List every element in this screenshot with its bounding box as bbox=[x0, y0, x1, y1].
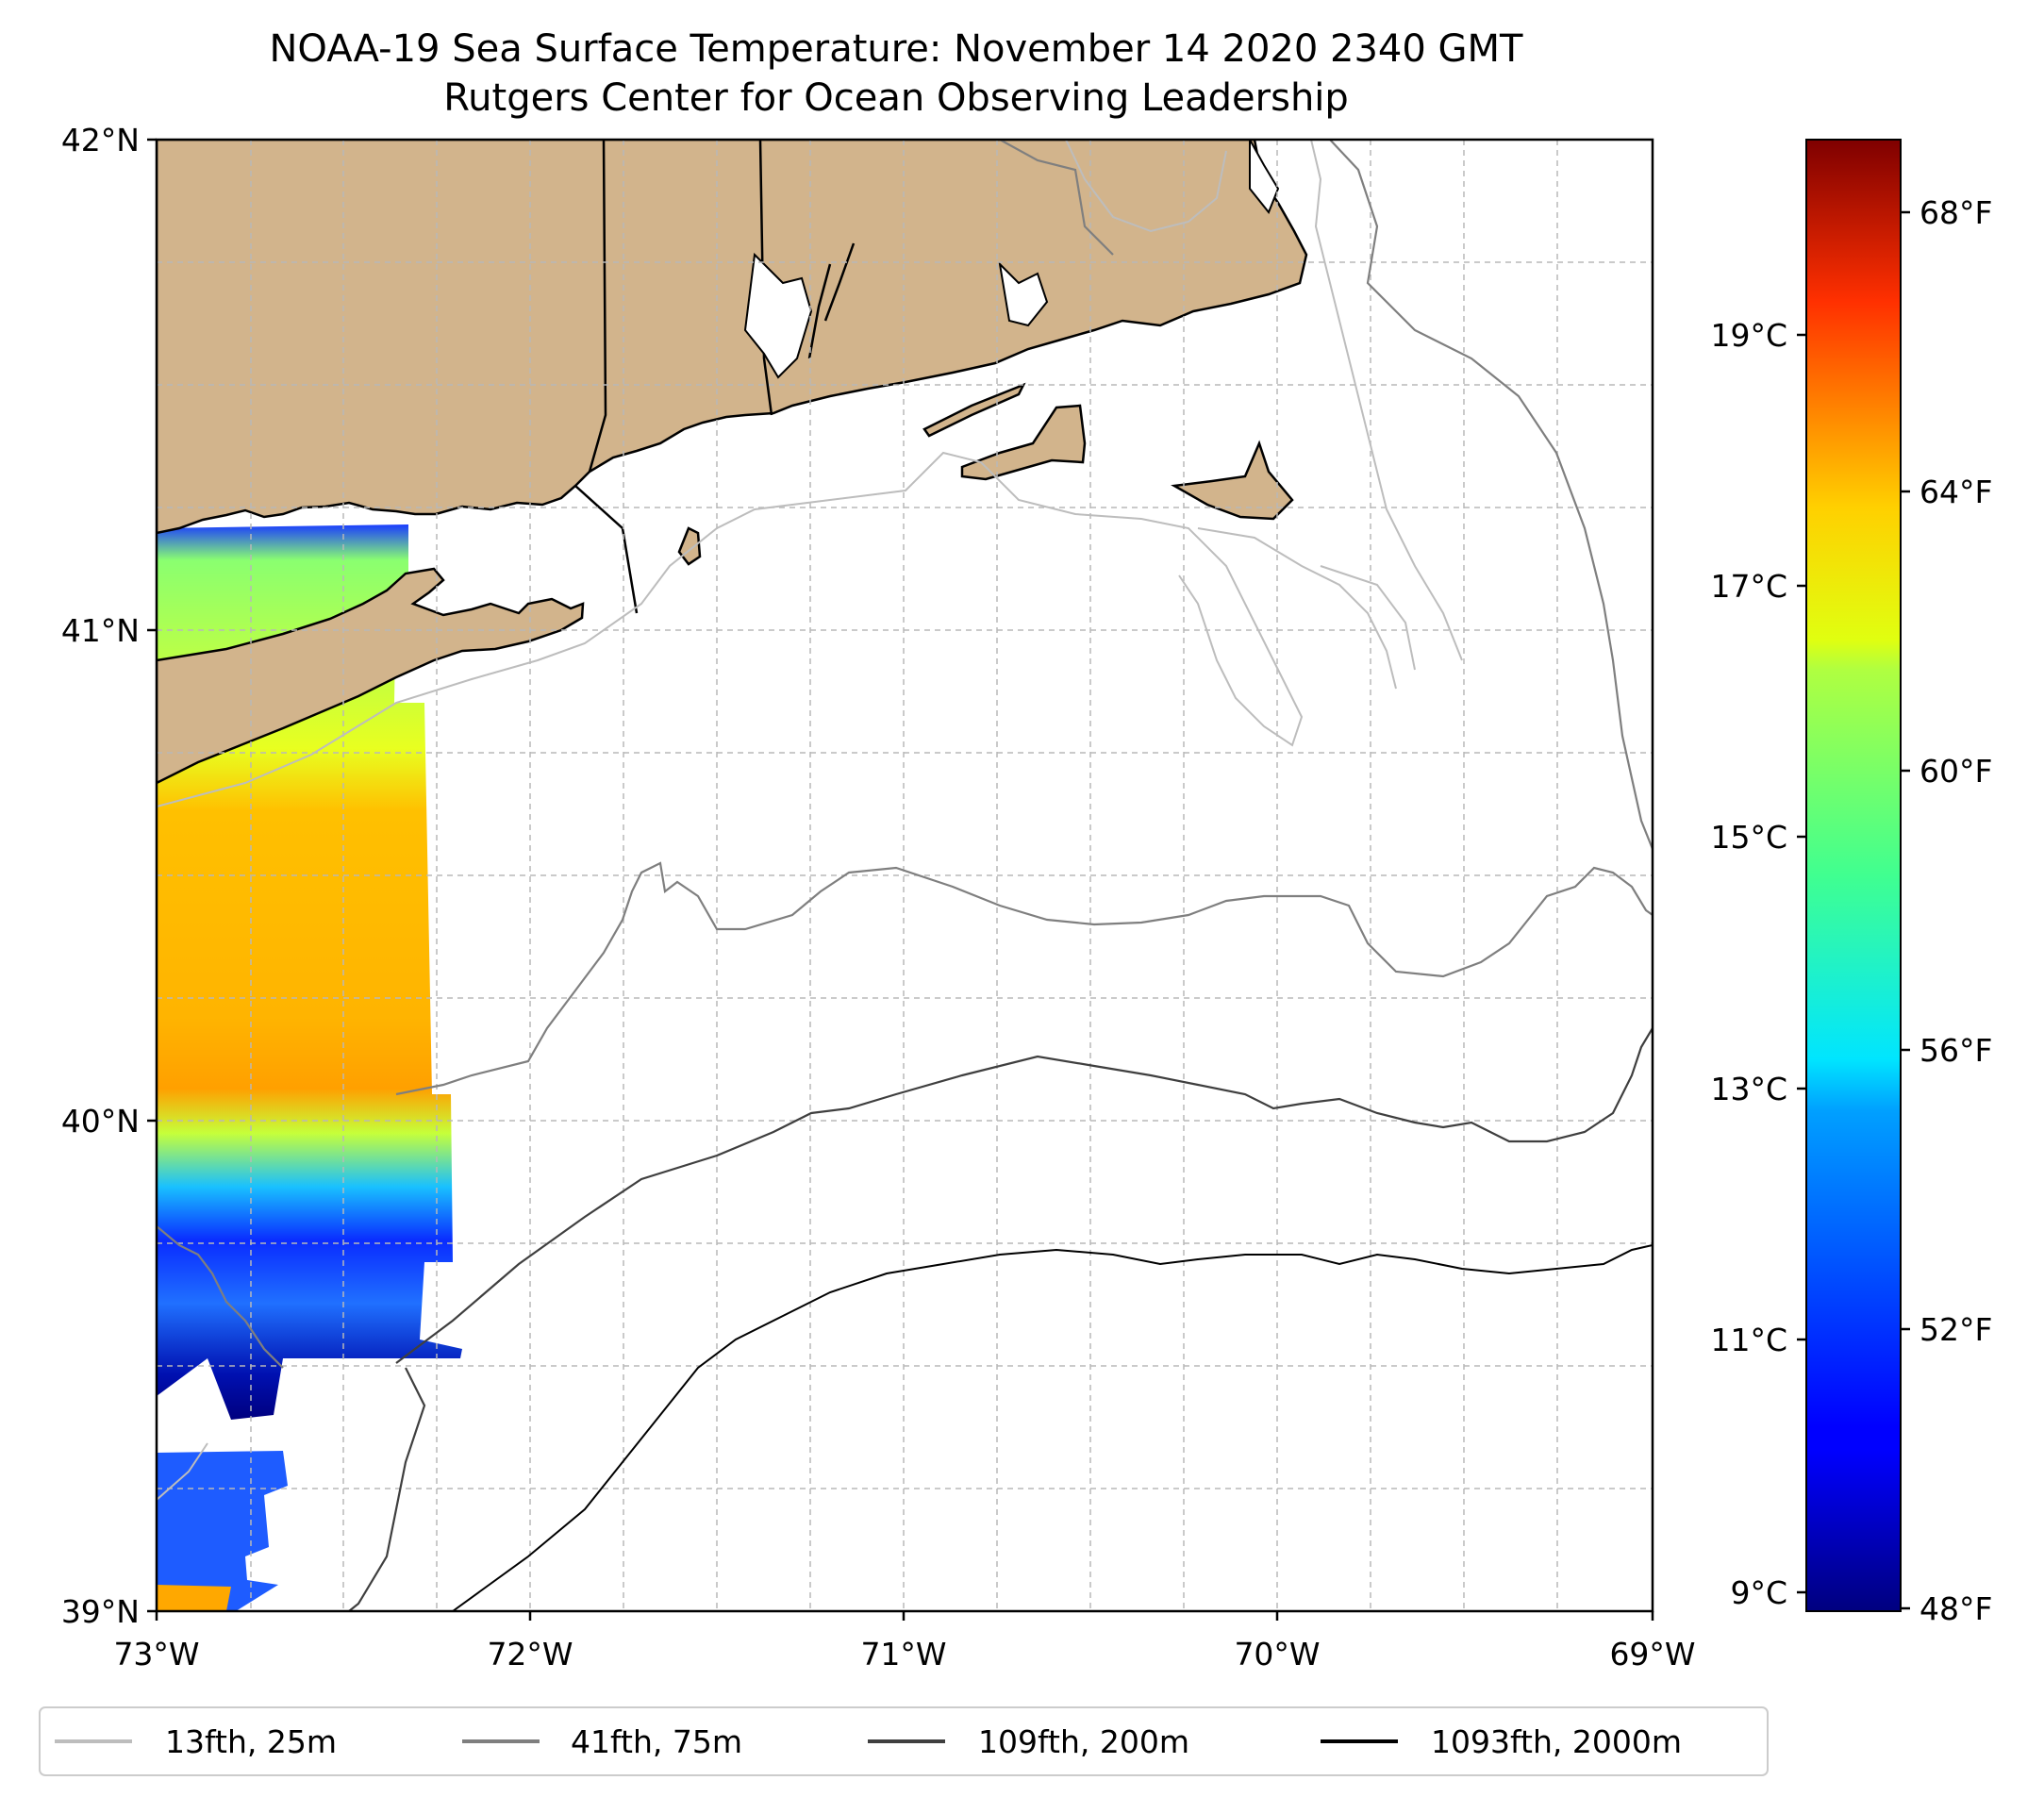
fahrenheit-tick-label: 52°F bbox=[1919, 1311, 1992, 1348]
lat-tick-label: 39°N bbox=[61, 1593, 140, 1630]
fahrenheit-tick-label: 48°F bbox=[1919, 1590, 1992, 1627]
sst-southern-patch bbox=[157, 1451, 288, 1611]
colorbar bbox=[1805, 139, 1902, 1612]
legend-label: 109fth, 200m bbox=[978, 1723, 1189, 1760]
lat-tick-label: 41°N bbox=[61, 612, 140, 649]
coastal-inlets bbox=[743, 140, 1280, 379]
fahrenheit-tick-label: 56°F bbox=[1919, 1032, 1992, 1069]
celsius-tick-label: 19°C bbox=[1710, 317, 1787, 354]
new-england-mainland bbox=[157, 140, 1308, 535]
lon-tick-label: 72°W bbox=[487, 1636, 573, 1672]
legend: 13fth, 25m 41fth, 75m 109fth, 200m 1093f… bbox=[39, 1706, 1769, 1776]
long-island bbox=[157, 567, 585, 785]
lon-tick-label: 70°W bbox=[1234, 1636, 1320, 1672]
isobath-200m bbox=[348, 1027, 1653, 1611]
celsius-tick-label: 15°C bbox=[1710, 819, 1787, 856]
colorbar-ticks bbox=[1797, 210, 1910, 1610]
sst-southern-warm-patch bbox=[157, 1585, 231, 1611]
lon-tick-label: 73°W bbox=[113, 1636, 199, 1672]
celsius-tick-label: 13°C bbox=[1710, 1071, 1787, 1107]
celsius-tick-label: 9°C bbox=[1730, 1574, 1787, 1611]
gridlines bbox=[157, 140, 1653, 1611]
lon-tick-label: 69°W bbox=[1609, 1636, 1695, 1672]
legend-label: 41fth, 75m bbox=[571, 1723, 742, 1760]
celsius-tick-label: 11°C bbox=[1710, 1322, 1787, 1358]
nantucket bbox=[1171, 440, 1294, 521]
elizabeth-islands bbox=[922, 382, 1026, 438]
legend-label: 1093fth, 2000m bbox=[1431, 1723, 1682, 1760]
fahrenheit-tick-label: 68°F bbox=[1919, 194, 1992, 231]
lat-tick-label: 42°N bbox=[61, 122, 140, 158]
fahrenheit-tick-label: 60°F bbox=[1919, 753, 1992, 790]
legend-label: 13fth, 25m bbox=[165, 1723, 337, 1760]
axis-ticks bbox=[147, 138, 1654, 1621]
map-subtitle: Rutgers Center for Ocean Observing Leade… bbox=[443, 76, 1349, 120]
state-borders bbox=[574, 140, 856, 614]
isobath-25m bbox=[157, 140, 1463, 1501]
celsius-tick-label: 17°C bbox=[1710, 568, 1787, 605]
lon-tick-label: 71°W bbox=[860, 1636, 946, 1672]
map-title: NOAA-19 Sea Surface Temperature: Novembe… bbox=[269, 27, 1523, 71]
isobath-2000m bbox=[452, 1244, 1653, 1611]
lat-tick-label: 40°N bbox=[61, 1103, 140, 1140]
land bbox=[157, 140, 1308, 785]
marthas-vineyard bbox=[960, 404, 1087, 481]
fahrenheit-tick-label: 64°F bbox=[1919, 474, 1992, 510]
isobath-75m bbox=[157, 140, 1653, 1369]
